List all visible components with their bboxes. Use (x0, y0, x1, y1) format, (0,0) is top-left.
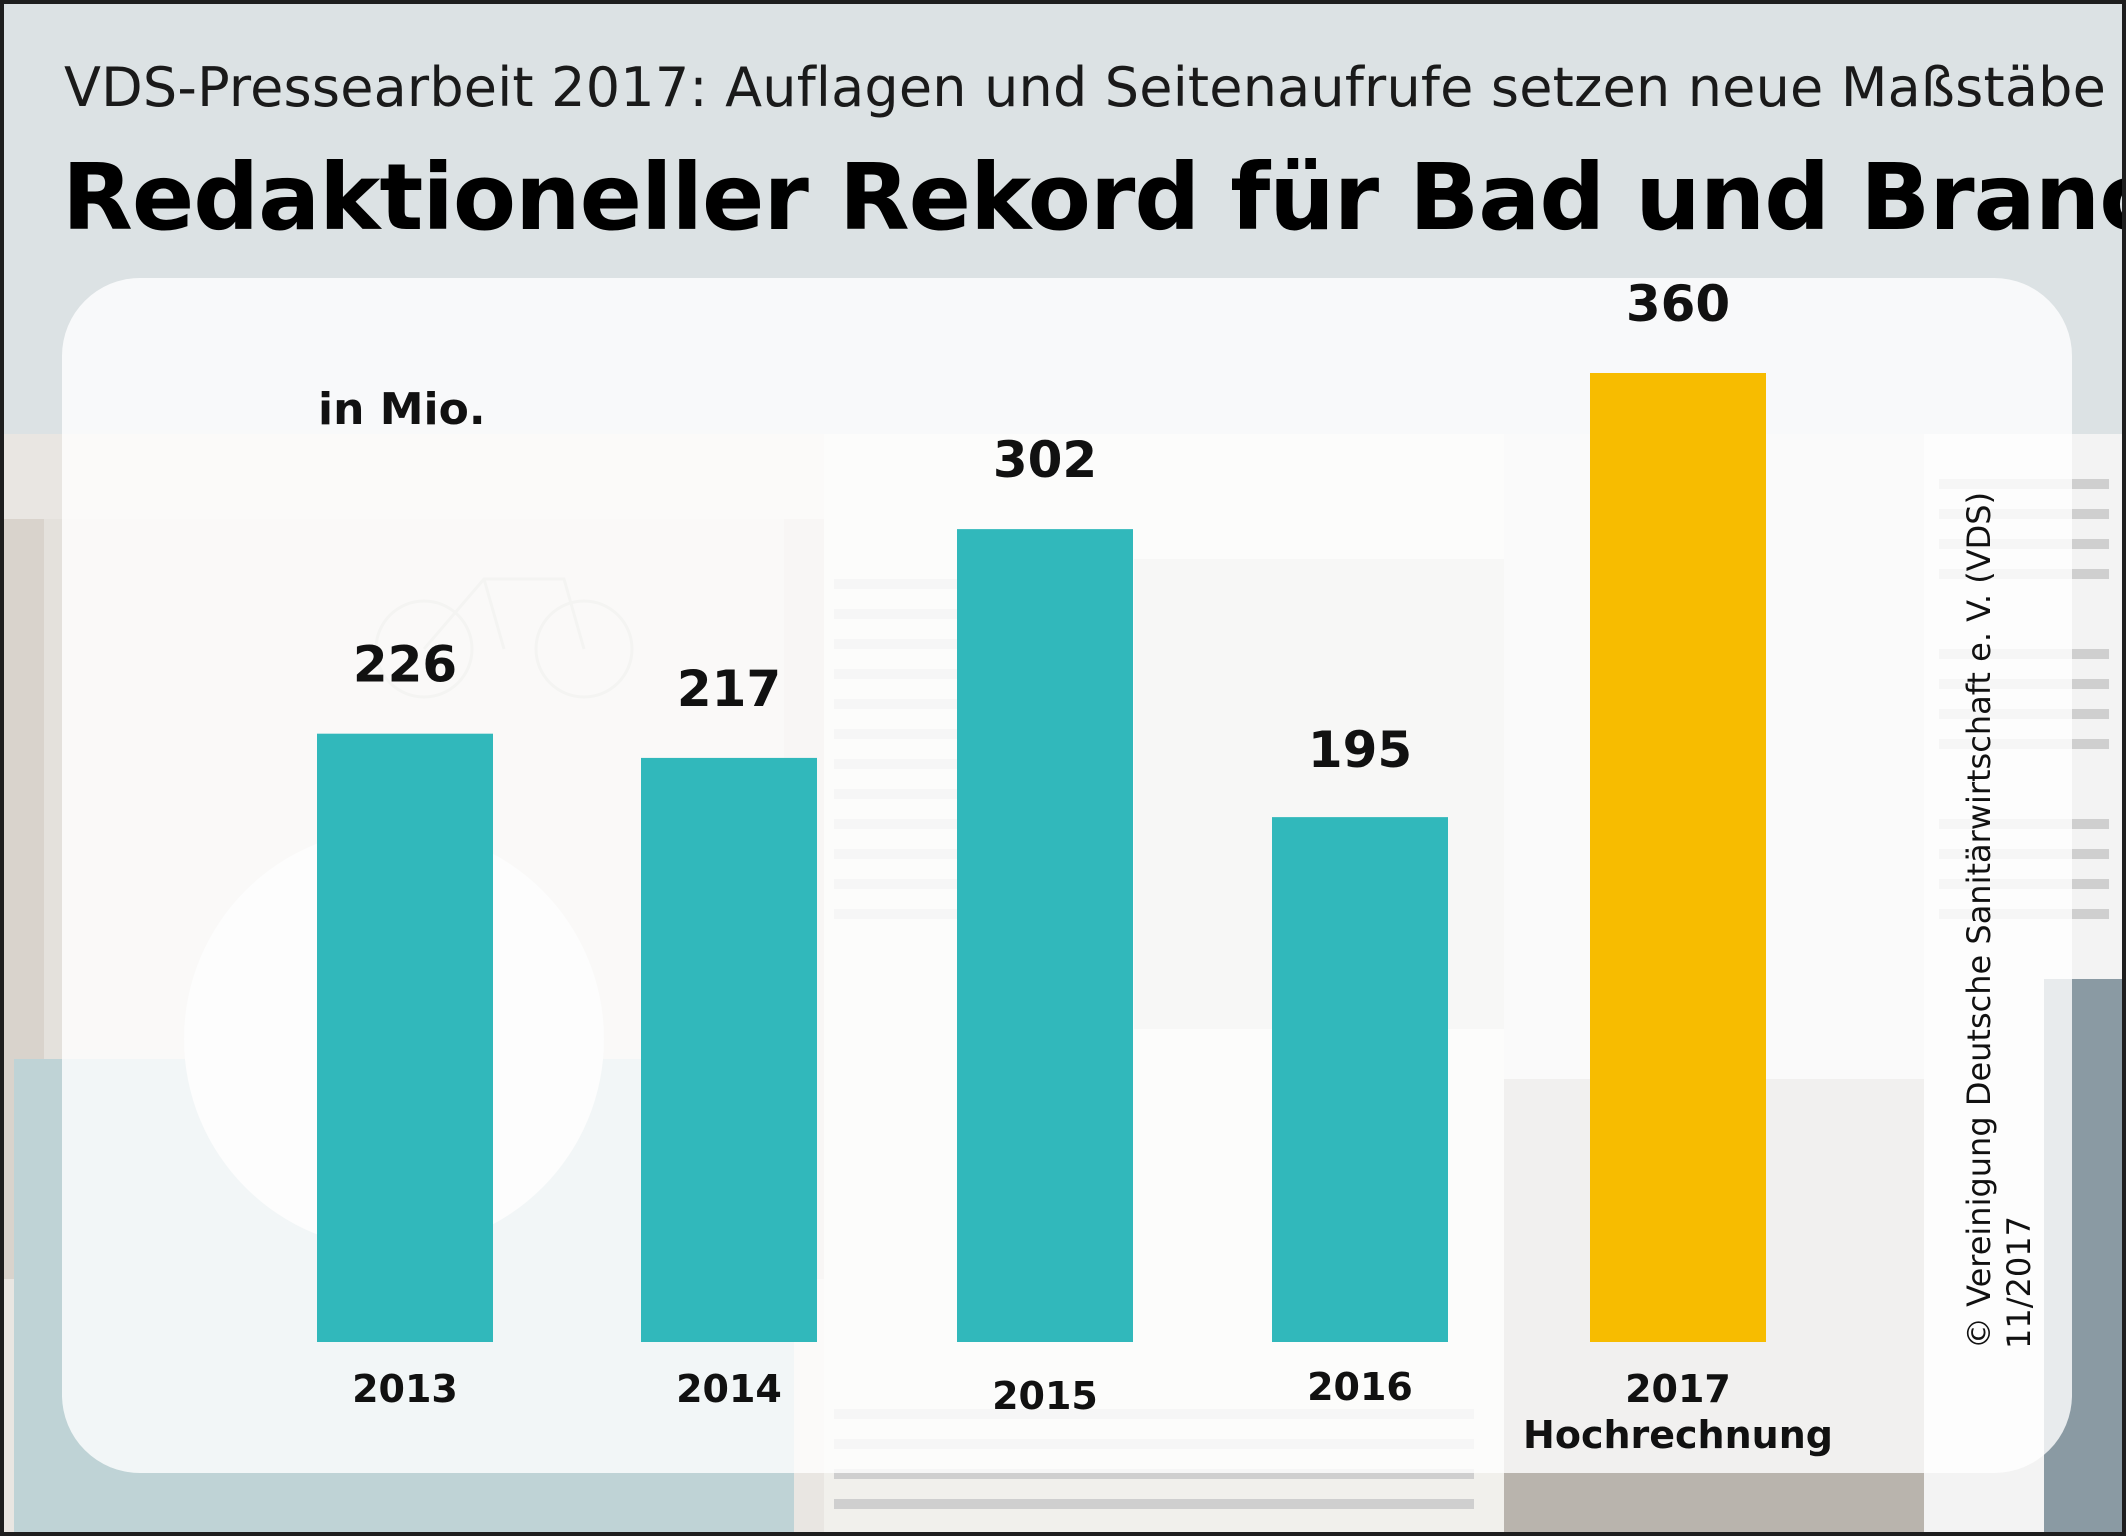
bar-2016 (1272, 817, 1448, 1342)
value-label-2013: 226 (353, 636, 457, 694)
category-label-2014: 2014 (676, 1367, 782, 1411)
value-label-2017: 360 (1626, 275, 1730, 333)
category-note-2017: Hochrechnung (1523, 1413, 1833, 1457)
header-title: Redaktioneller Rekord für Bad und Branch… (62, 144, 2126, 251)
header-band (4, 4, 2122, 279)
copyright-credit: © Vereinigung Deutsche Sanitärwirtschaft… (1959, 491, 2039, 1349)
category-label-2017: 2017 (1625, 1367, 1731, 1411)
value-label-2016: 195 (1308, 721, 1412, 779)
header-subtitle: VDS-Pressearbeit 2017: Auflagen und Seit… (64, 56, 2107, 119)
category-label-2013: 2013 (352, 1367, 458, 1411)
bar-2017 (1590, 373, 1766, 1342)
copyright-line: © Vereinigung Deutsche Sanitärwirtschaft… (1960, 491, 1998, 1349)
bar-2015 (957, 529, 1133, 1342)
value-label-2014: 217 (677, 660, 781, 718)
category-label-2016: 2016 (1307, 1365, 1413, 1409)
copyright-date: 11/2017 (2000, 1216, 2038, 1349)
bar-chart: 226 2013 217 2014 302 2015 195 2016 360 2017Hochr… (317, 275, 1833, 1457)
bar-2013 (317, 733, 493, 1342)
value-label-2015: 302 (993, 431, 1097, 489)
unit-label: in Mio. (318, 384, 486, 435)
bar-2014 (641, 757, 817, 1342)
category-label-2015: 2015 (992, 1374, 1098, 1418)
